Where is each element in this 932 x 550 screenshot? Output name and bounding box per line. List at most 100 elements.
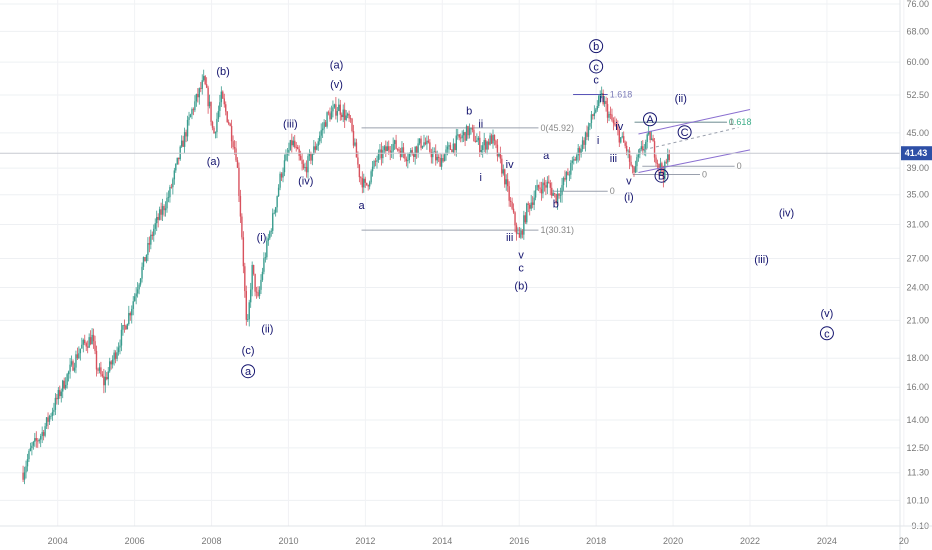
candle-body <box>85 343 87 347</box>
candle-body <box>570 162 572 175</box>
candle-body <box>56 397 58 400</box>
candle-body <box>520 230 522 238</box>
candle-body <box>630 161 632 166</box>
candle-body <box>97 369 99 371</box>
wave-label: a <box>543 150 550 162</box>
candle-body <box>609 113 612 115</box>
candle-body <box>119 345 121 348</box>
candle-body <box>606 104 609 118</box>
candle-body <box>399 150 402 158</box>
candle-body <box>136 289 139 294</box>
x-tick-label: 2024 <box>817 536 837 546</box>
candle-body <box>548 181 550 183</box>
candle-body <box>247 319 249 321</box>
candle-body <box>543 182 546 186</box>
candle-body <box>145 254 148 262</box>
candle-body <box>341 114 343 118</box>
candle-body <box>477 137 480 141</box>
candle-body <box>292 140 294 146</box>
candle-body <box>272 213 274 231</box>
candle-body <box>191 109 193 115</box>
candle-body <box>455 135 457 151</box>
candle-body <box>192 109 195 111</box>
candle-body <box>436 156 438 161</box>
candle-body <box>429 142 431 152</box>
wave-label: (iv) <box>298 175 313 187</box>
wave-label: b <box>553 199 559 211</box>
candle-body <box>495 140 497 145</box>
candle-body <box>32 441 35 446</box>
candle-body <box>559 194 562 196</box>
wave-label: (i) <box>257 232 267 244</box>
candle-body <box>185 132 187 137</box>
wave-label-ring <box>677 125 692 140</box>
x-tick-label: 2022 <box>740 536 760 546</box>
y-tick-label: 39.00 <box>906 163 929 173</box>
candle-body <box>646 134 648 142</box>
candle-body <box>505 179 507 185</box>
candle-body <box>91 334 93 345</box>
candle-body <box>446 146 449 150</box>
candle-body <box>486 141 488 150</box>
candle-body <box>109 361 111 372</box>
y-axis[interactable]: 76.00 68.00 60.00 52.50 45.00 39.00 35.00 31.00… <box>899 0 929 550</box>
candle-body <box>34 438 36 442</box>
candle-body <box>605 100 607 105</box>
candle-body <box>440 158 443 167</box>
candle-body <box>226 111 228 123</box>
candle-body <box>364 178 366 183</box>
candle-body <box>600 93 603 95</box>
candle-body <box>210 101 212 122</box>
candle-body <box>526 203 528 223</box>
y-tick-label: 35.00 <box>906 190 929 200</box>
candle-body <box>430 151 433 158</box>
candle-body <box>172 179 174 188</box>
x-tick-label: 2020 <box>663 536 683 546</box>
candle-body <box>78 353 80 359</box>
candle-body <box>564 177 566 180</box>
price-tag-box <box>901 146 932 161</box>
candle-body <box>249 289 252 303</box>
candle-body <box>336 111 339 116</box>
x-axis[interactable]: 2004 2006 2008 2010 2012 2014 2016 2018 2020 2022… <box>0 525 932 546</box>
candle-body <box>483 140 485 146</box>
candle-body <box>144 257 146 262</box>
candle-body <box>222 91 224 99</box>
candle-body <box>382 150 384 159</box>
channel-line <box>638 126 739 152</box>
wave-label: (a) <box>207 156 220 168</box>
candle-body <box>443 154 446 162</box>
y-tick-label: 45.00 <box>906 128 929 138</box>
candle-body <box>612 120 615 124</box>
candle-body <box>316 145 318 150</box>
candle-body <box>233 147 236 149</box>
candle-body <box>642 146 644 151</box>
candle-body <box>122 325 124 330</box>
candle-body <box>402 147 405 154</box>
candle-body <box>631 165 634 168</box>
candle-body <box>230 125 233 142</box>
candle-body <box>232 141 234 148</box>
candle-body <box>442 158 444 162</box>
candle-body <box>283 160 286 173</box>
candle-body <box>574 159 576 161</box>
candle-body <box>76 354 79 359</box>
candle-body <box>484 140 487 150</box>
fib-level-label: 0 <box>702 169 707 179</box>
candle-body <box>23 472 26 480</box>
candle-body <box>358 164 361 178</box>
wave-label: c <box>593 61 599 73</box>
candle-body <box>468 128 471 136</box>
candle-body <box>327 112 330 114</box>
candle-body <box>573 159 575 161</box>
candle-body <box>203 76 205 81</box>
candle-body <box>225 104 227 112</box>
candle-body <box>373 161 375 167</box>
wave-label: a <box>245 366 252 378</box>
candle-body <box>142 257 145 267</box>
candle-body <box>407 160 409 162</box>
candle-body <box>386 146 388 152</box>
candle-body <box>357 157 359 165</box>
wave-label: (iv) <box>779 208 794 220</box>
